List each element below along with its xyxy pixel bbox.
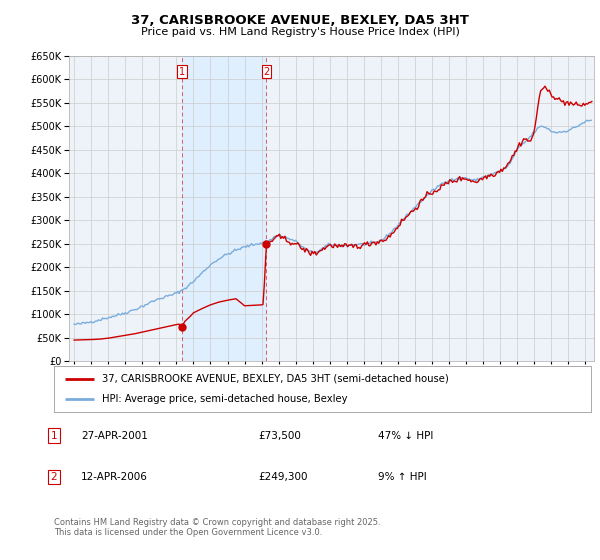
Text: 9% ↑ HPI: 9% ↑ HPI <box>378 472 427 482</box>
Text: HPI: Average price, semi-detached house, Bexley: HPI: Average price, semi-detached house,… <box>103 394 348 404</box>
Text: 27-APR-2001: 27-APR-2001 <box>81 431 148 441</box>
Text: 1: 1 <box>50 431 58 441</box>
Text: 47% ↓ HPI: 47% ↓ HPI <box>378 431 433 441</box>
Text: 12-APR-2006: 12-APR-2006 <box>81 472 148 482</box>
Text: Contains HM Land Registry data © Crown copyright and database right 2025.
This d: Contains HM Land Registry data © Crown c… <box>54 518 380 538</box>
Text: 2: 2 <box>50 472 58 482</box>
Text: Price paid vs. HM Land Registry's House Price Index (HPI): Price paid vs. HM Land Registry's House … <box>140 27 460 37</box>
Bar <box>182 56 266 361</box>
Text: 37, CARISBROOKE AVENUE, BEXLEY, DA5 3HT: 37, CARISBROOKE AVENUE, BEXLEY, DA5 3HT <box>131 14 469 27</box>
Text: 37, CARISBROOKE AVENUE, BEXLEY, DA5 3HT (semi-detached house): 37, CARISBROOKE AVENUE, BEXLEY, DA5 3HT … <box>103 374 449 384</box>
Text: 2: 2 <box>263 67 269 77</box>
Text: 1: 1 <box>179 67 185 77</box>
Text: £73,500: £73,500 <box>258 431 301 441</box>
Text: £249,300: £249,300 <box>258 472 308 482</box>
